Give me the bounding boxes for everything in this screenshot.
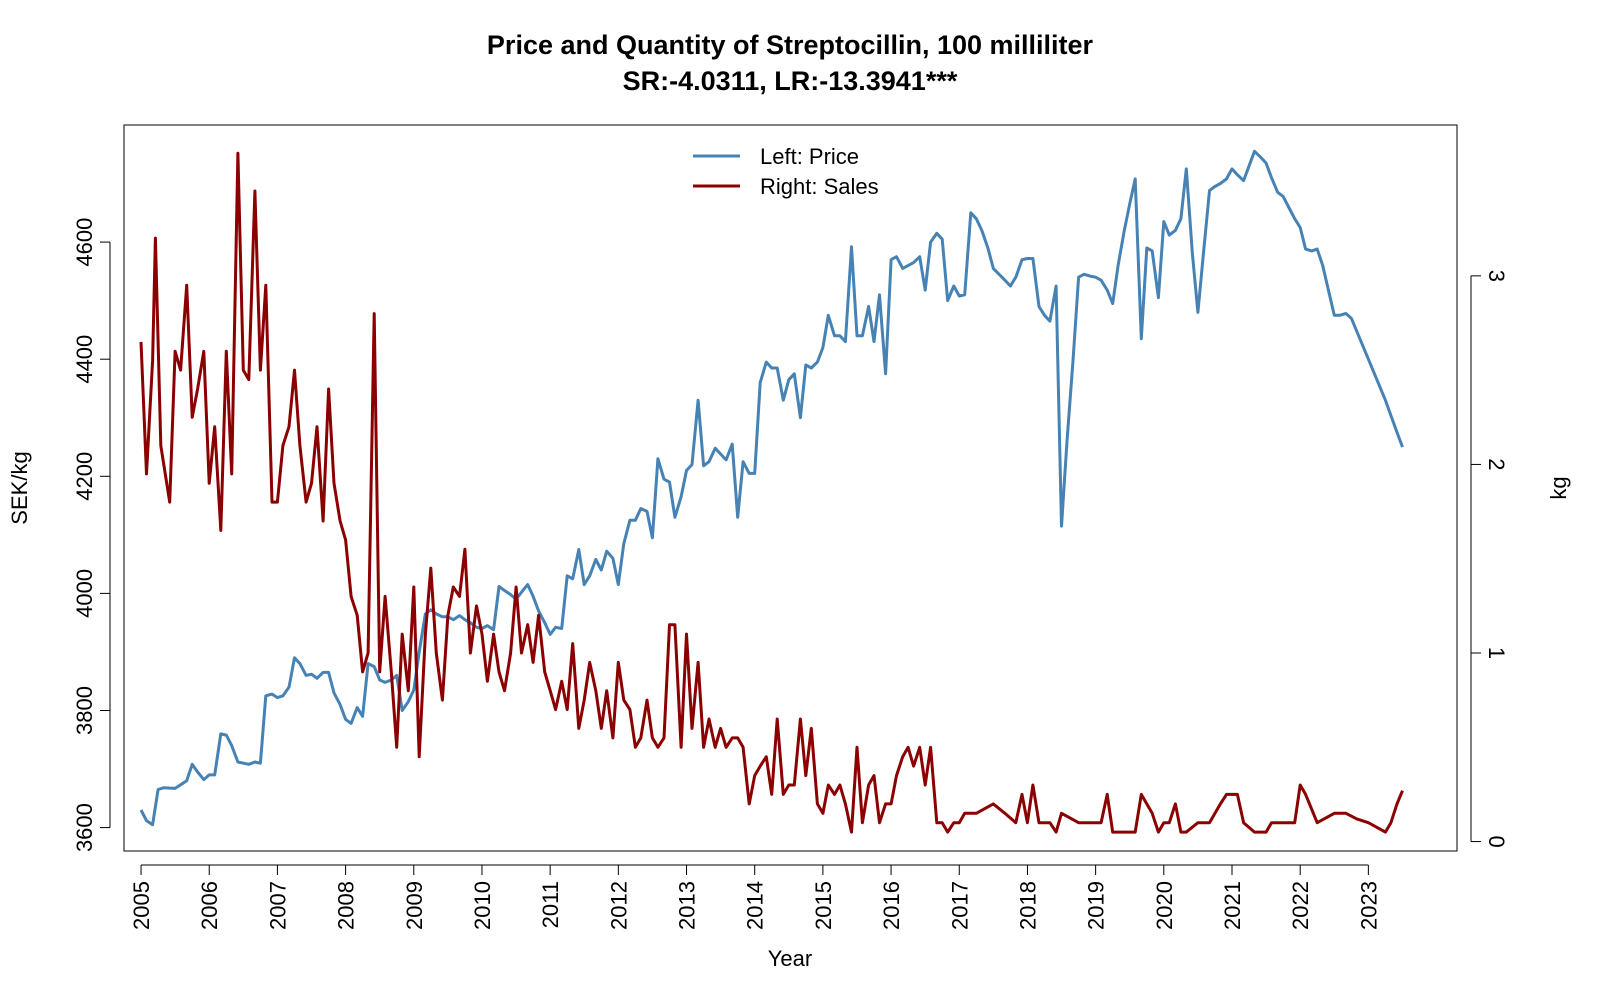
sales-line bbox=[139, 151, 1404, 834]
x-tick-label: 2005 bbox=[129, 881, 154, 930]
x-tick-label: 2013 bbox=[675, 881, 700, 930]
x-tick-label: 2011 bbox=[538, 881, 563, 928]
legend-label-price: Left: Price bbox=[760, 144, 859, 169]
x-tick-label: 2010 bbox=[470, 881, 495, 930]
x-tick-label: 2020 bbox=[1152, 881, 1177, 930]
x-axis: 2005 2006 2007 2008 2009 2010 2011 2012 2013 2014… bbox=[129, 864, 1381, 930]
y-left-tick-label: 3800 bbox=[72, 686, 97, 735]
x-tick-label: 2008 bbox=[334, 881, 359, 930]
x-tick-label: 2017 bbox=[947, 881, 972, 930]
chart-subtitle: SR:-4.0311, LR:-13.3941*** bbox=[623, 66, 958, 96]
y-left-tick-label: 3600 bbox=[72, 803, 97, 852]
legend-label-sales: Right: Sales bbox=[760, 174, 879, 199]
x-tick-label: 2012 bbox=[606, 881, 631, 930]
chart-title: Price and Quantity of Streptocillin, 100… bbox=[487, 30, 1094, 60]
x-tick-label: 2006 bbox=[197, 881, 222, 930]
x-tick-label: 2015 bbox=[811, 881, 836, 930]
y-left-tick-label: 4000 bbox=[72, 569, 97, 618]
y-right-tick-label: 0 bbox=[1484, 835, 1509, 847]
x-tick-label: 2023 bbox=[1356, 881, 1381, 930]
y-axis-left-label: SEK/kg bbox=[7, 451, 32, 524]
price-line bbox=[139, 149, 1404, 827]
y-right-tick-label: 3 bbox=[1484, 270, 1509, 282]
y-axis-left: 3600 3800 4000 4200 4400 4600 bbox=[72, 218, 111, 852]
x-tick-label: 2018 bbox=[1015, 881, 1040, 930]
x-axis-label: Year bbox=[768, 946, 812, 971]
y-left-tick-label: 4600 bbox=[72, 218, 97, 267]
x-tick-label: 2016 bbox=[879, 881, 904, 930]
y-left-tick-label: 4200 bbox=[72, 452, 97, 501]
x-tick-label: 2007 bbox=[265, 881, 290, 930]
x-tick-label: 2009 bbox=[402, 881, 427, 930]
legend: Left: Price Right: Sales bbox=[693, 144, 879, 199]
y-right-tick-label: 2 bbox=[1484, 458, 1509, 470]
x-tick-label: 2021 bbox=[1220, 881, 1245, 930]
y-axis-right-label: kg bbox=[1546, 476, 1571, 499]
y-axis-right: 0 1 2 3 bbox=[1470, 270, 1509, 848]
y-right-tick-label: 1 bbox=[1484, 647, 1509, 659]
chart-titles: Price and Quantity of Streptocillin, 100… bbox=[487, 30, 1094, 96]
x-tick-label: 2014 bbox=[743, 881, 768, 930]
series-layer bbox=[139, 149, 1404, 834]
y-left-tick-label: 4400 bbox=[72, 335, 97, 384]
x-tick-label: 2019 bbox=[1084, 881, 1109, 930]
x-tick-label: 2022 bbox=[1288, 881, 1313, 930]
plot-frame bbox=[123, 124, 1458, 852]
